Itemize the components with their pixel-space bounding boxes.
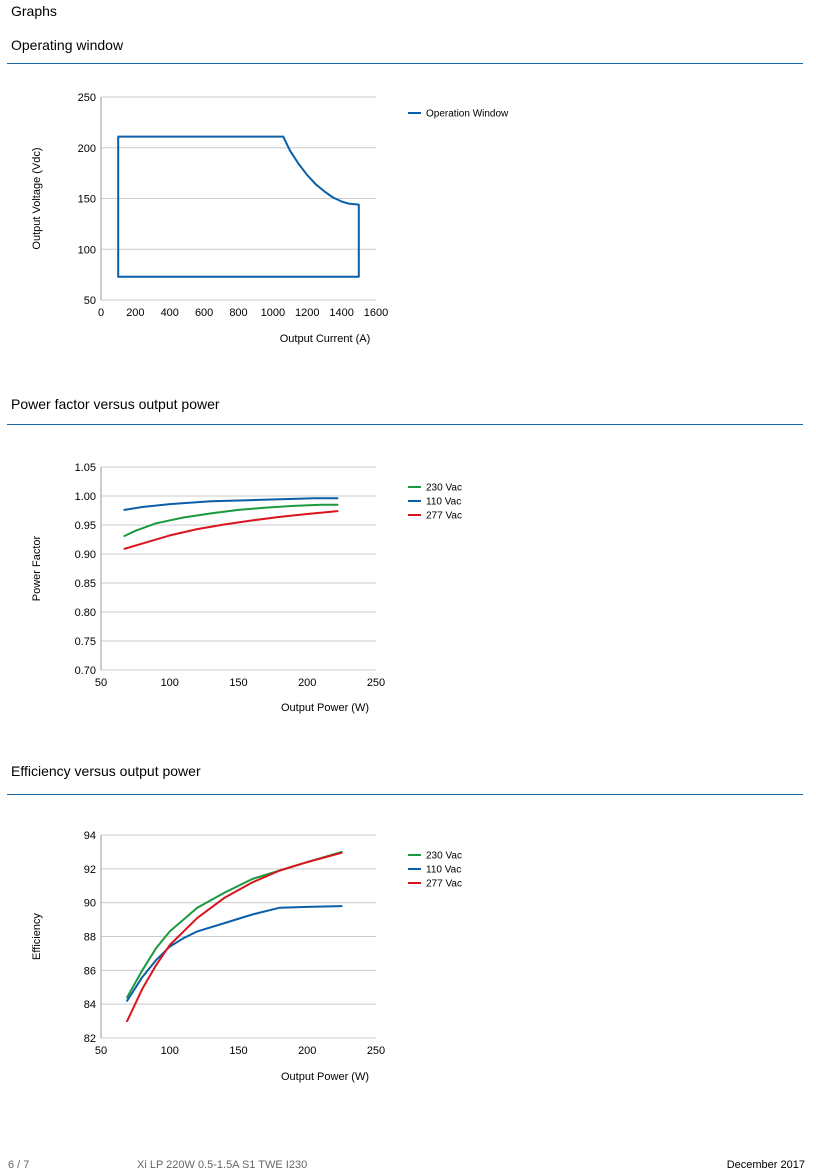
section-title-efficiency: Efficiency versus output power <box>11 763 201 779</box>
y-axis-label: Power Factor <box>31 535 43 601</box>
series-line-110-vac <box>123 497 339 511</box>
operating-window-chart: 50 100 150 200 250 0 200 400 600 800 1000 1200 1400 1… <box>31 92 509 345</box>
y-tick-label: 92 <box>84 864 96 876</box>
series-line-110-vac <box>126 905 343 1002</box>
x-tick-label: 150 <box>229 677 247 689</box>
power-factor-chart: 0.70 0.75 0.80 0.85 0.90 0.95 1.00 1.05 50 100 150… <box>31 462 462 714</box>
legend-label: 277 Vac <box>426 879 462 890</box>
y-axis-label: Efficiency <box>31 913 43 960</box>
x-axis-label: Output Power (W) <box>281 702 369 714</box>
page-heading: Graphs <box>11 3 57 19</box>
x-tick-label: 50 <box>95 1045 107 1057</box>
x-tick-label: 800 <box>229 307 247 319</box>
y-tick-label: 84 <box>84 999 96 1011</box>
y-tick-label: 200 <box>78 143 96 155</box>
y-tick-label: 88 <box>84 932 96 944</box>
section-divider <box>7 424 803 425</box>
x-tick-label: 1000 <box>261 307 285 319</box>
x-tick-label: 1200 <box>295 307 319 319</box>
legend-label: 230 Vac <box>426 483 462 494</box>
x-tick-label: 250 <box>367 677 385 689</box>
series-line-operation-window <box>117 135 360 278</box>
legend-label: Operation Window <box>426 109 509 120</box>
x-tick-label: 100 <box>161 1045 179 1057</box>
footer-product-name: Xi LP 220W 0.5-1.5A S1 TWE I230 <box>137 1159 308 1171</box>
x-axis-label: Output Power (W) <box>281 1071 369 1083</box>
y-tick-label: 150 <box>78 194 96 206</box>
y-tick-label: 250 <box>78 92 96 104</box>
y-tick-label: 50 <box>84 295 96 307</box>
series-line-277-vac <box>126 851 343 1023</box>
y-axis-label: Output Voltage (Vdc) <box>31 147 43 249</box>
legend-label: 230 Vac <box>426 851 462 862</box>
x-tick-label: 200 <box>298 1045 316 1057</box>
x-tick-label: 400 <box>161 307 179 319</box>
y-tick-label: 82 <box>84 1033 96 1045</box>
y-tick-label: 0.70 <box>75 665 96 677</box>
x-tick-label: 200 <box>126 307 144 319</box>
footer-page-number: 6 / 7 <box>8 1159 30 1171</box>
y-tick-label: 0.75 <box>75 636 96 648</box>
legend-label: 110 Vac <box>426 865 461 876</box>
efficiency-chart: 82 84 86 88 90 92 94 50 100 150 200 250 Output Power… <box>31 830 462 1083</box>
y-tick-label: 0.80 <box>75 607 96 619</box>
x-tick-label: 150 <box>229 1045 247 1057</box>
y-tick-label: 100 <box>78 244 96 256</box>
x-tick-label: 0 <box>98 307 104 319</box>
footer-date: December 2017 <box>726 1159 805 1171</box>
x-tick-label: 50 <box>95 677 107 689</box>
x-tick-label: 250 <box>367 1045 385 1057</box>
x-tick-label: 600 <box>195 307 213 319</box>
x-tick-label: 1600 <box>364 307 388 319</box>
section-title-operating-window: Operating window <box>11 37 124 53</box>
legend-label: 277 Vac <box>426 511 462 522</box>
x-tick-label: 100 <box>161 677 179 689</box>
y-tick-label: 0.85 <box>75 578 96 590</box>
series-line-230-vac <box>126 850 343 999</box>
x-tick-label: 1400 <box>329 307 353 319</box>
y-tick-label: 86 <box>84 965 96 977</box>
legend-label: 110 Vac <box>426 497 461 508</box>
y-tick-label: 0.90 <box>75 549 96 561</box>
y-tick-label: 0.95 <box>75 520 96 532</box>
y-tick-label: 1.00 <box>75 491 96 503</box>
section-title-power-factor: Power factor versus output power <box>11 396 220 412</box>
section-divider <box>7 63 803 64</box>
x-axis-label: Output Current (A) <box>280 333 370 345</box>
section-divider <box>7 794 803 795</box>
y-tick-label: 94 <box>84 830 96 842</box>
y-tick-label: 1.05 <box>75 462 96 474</box>
series-line-277-vac <box>123 510 339 550</box>
y-tick-label: 90 <box>84 898 96 910</box>
series-line-230-vac <box>123 503 339 537</box>
x-tick-label: 200 <box>298 677 316 689</box>
